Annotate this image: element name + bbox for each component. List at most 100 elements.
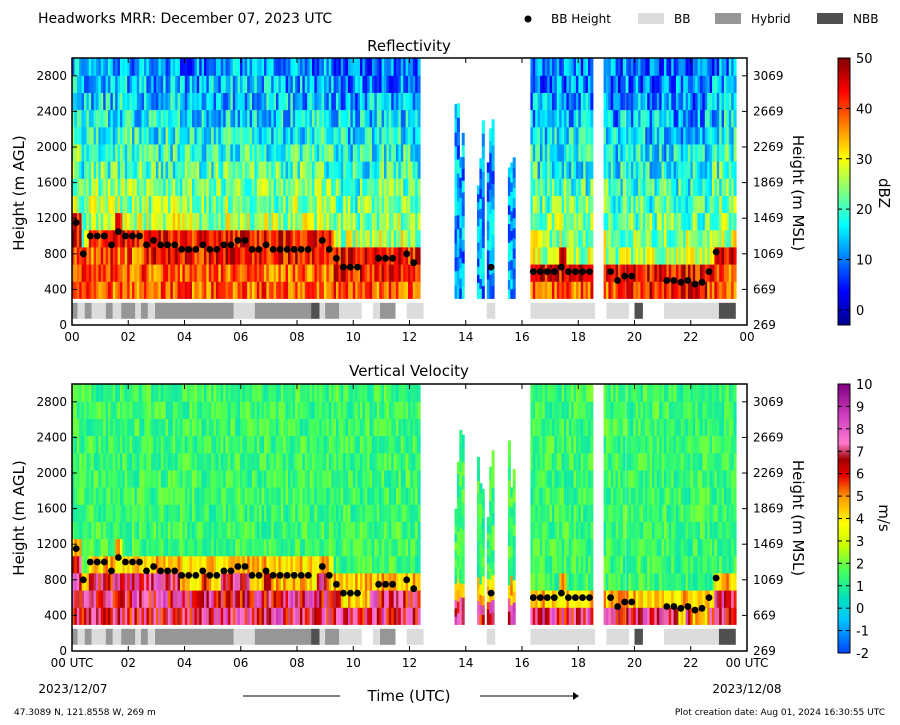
heatmap-cell bbox=[211, 178, 215, 196]
heatmap-cell bbox=[134, 452, 138, 471]
heatmap-cell bbox=[307, 109, 311, 128]
heatmap-cell bbox=[76, 607, 80, 625]
heatmap-cell bbox=[304, 58, 308, 76]
heatmap-column bbox=[199, 58, 203, 299]
heatmap-cell bbox=[630, 58, 634, 76]
heatmap-cell bbox=[192, 178, 195, 196]
heatmap-cell bbox=[556, 161, 560, 179]
heatmap-cell bbox=[388, 161, 392, 179]
heatmap-cell bbox=[249, 212, 253, 231]
heatmap-cell bbox=[692, 212, 696, 231]
heatmap-cell bbox=[369, 264, 373, 282]
heatmap-cell bbox=[254, 281, 258, 299]
heatmap-cell bbox=[559, 161, 563, 179]
heatmap-cell bbox=[156, 281, 159, 299]
heatmap-cell bbox=[103, 384, 107, 402]
heatmap-cell bbox=[724, 281, 727, 299]
heatmap-cell bbox=[223, 246, 227, 265]
heatmap-cell bbox=[606, 195, 609, 214]
heatmap-cell bbox=[103, 590, 107, 608]
heatmap-cell bbox=[220, 229, 224, 248]
heatmap-cell bbox=[136, 195, 140, 214]
heatmap-cell bbox=[564, 229, 567, 248]
heatmap-cell bbox=[134, 521, 138, 540]
heatmap-cell bbox=[148, 264, 152, 282]
heatmap-cell bbox=[295, 126, 299, 145]
heatmap-cell bbox=[84, 487, 87, 505]
heatmap-cell bbox=[172, 109, 176, 128]
heatmap-cell bbox=[129, 572, 133, 591]
heatmap-cell bbox=[326, 229, 330, 248]
heatmap-cell bbox=[117, 384, 121, 402]
heatmap-cell bbox=[733, 195, 737, 214]
heatmap-cell bbox=[124, 538, 128, 557]
bb-height-point bbox=[607, 268, 614, 275]
heatmap-cell bbox=[254, 143, 258, 162]
heatmap-cell bbox=[196, 92, 200, 111]
heatmap-cell bbox=[532, 143, 536, 162]
heatmap-cell bbox=[187, 161, 191, 179]
heatmap-cell bbox=[134, 281, 138, 299]
heatmap-cell bbox=[613, 229, 617, 248]
heatmap-cell bbox=[628, 212, 632, 231]
heatmap-cell bbox=[235, 75, 239, 93]
heatmap-cell bbox=[606, 161, 609, 179]
heatmap-cell bbox=[410, 229, 414, 248]
heatmap-cell bbox=[721, 58, 725, 76]
heatmap-cell bbox=[608, 246, 612, 265]
colorbar-tick-label: 0 bbox=[856, 304, 864, 319]
heatmap-column bbox=[192, 58, 195, 299]
heatmap-cell bbox=[415, 264, 419, 282]
heatmap-cell bbox=[590, 143, 594, 162]
heatmap-cell bbox=[268, 58, 272, 76]
heatmap-cell bbox=[652, 109, 655, 128]
heatmap-cell bbox=[610, 75, 614, 93]
heatmap-cell bbox=[91, 246, 95, 265]
heatmap-cell bbox=[127, 92, 131, 111]
heatmap-cell bbox=[184, 58, 188, 76]
heatmap-cell bbox=[374, 143, 378, 162]
heatmap-cell bbox=[276, 212, 279, 231]
heatmap-cell bbox=[247, 75, 251, 93]
heatmap-column bbox=[671, 58, 675, 299]
heatmap-cell bbox=[628, 281, 632, 299]
heatmap-cell bbox=[206, 58, 210, 76]
bb-type-segment-hybrid bbox=[105, 302, 113, 319]
heatmap-cell bbox=[76, 126, 80, 145]
heatmap-cell bbox=[72, 435, 75, 454]
heatmap-cell bbox=[122, 143, 126, 162]
heatmap-cell bbox=[552, 161, 555, 179]
heatmap-cell bbox=[283, 195, 287, 214]
heatmap-cell bbox=[603, 178, 607, 196]
heatmap-cell bbox=[136, 401, 140, 419]
heatmap-cell bbox=[96, 75, 99, 93]
heatmap-cell bbox=[136, 418, 140, 437]
heatmap-cell bbox=[151, 178, 155, 196]
heatmap-cell bbox=[153, 178, 157, 196]
heatmap-cell bbox=[364, 161, 368, 179]
heatmap-cell bbox=[630, 246, 634, 265]
heatmap-cell bbox=[290, 109, 294, 128]
heatmap-cell bbox=[552, 92, 555, 111]
heatmap-cell bbox=[180, 143, 183, 162]
heatmap-cell bbox=[292, 126, 296, 145]
heatmap-cell bbox=[386, 212, 390, 231]
heatmap-cell bbox=[578, 58, 582, 76]
heatmap-cell bbox=[216, 126, 219, 145]
heatmap-cell bbox=[630, 92, 634, 111]
heatmap-cell bbox=[697, 161, 701, 179]
heatmap-cell bbox=[369, 58, 373, 76]
heatmap-cell bbox=[638, 92, 642, 111]
heatmap-column bbox=[98, 58, 102, 299]
heatmap-cell bbox=[316, 281, 320, 299]
heatmap-cell bbox=[79, 281, 83, 299]
bb-type-segment-hybrid bbox=[380, 302, 396, 319]
heatmap-cell bbox=[345, 109, 349, 128]
heatmap-cell bbox=[652, 246, 655, 265]
heatmap-cell bbox=[146, 418, 150, 437]
heatmap-cell bbox=[688, 264, 691, 282]
heatmap-cell bbox=[153, 212, 157, 231]
heatmap-column bbox=[552, 58, 555, 299]
heatmap-cell bbox=[165, 58, 169, 76]
heatmap-cell bbox=[115, 229, 119, 248]
